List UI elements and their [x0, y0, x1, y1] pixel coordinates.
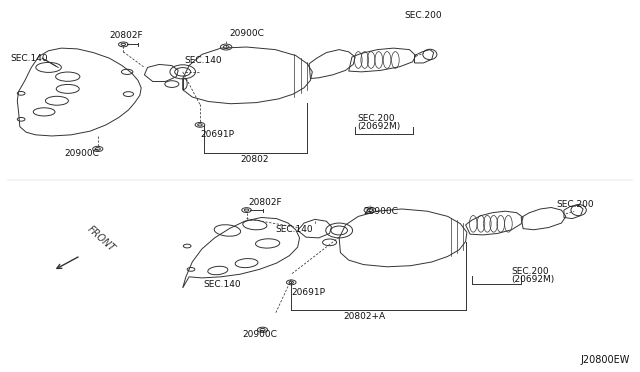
Text: SEC.140: SEC.140	[184, 56, 222, 65]
Text: 20802: 20802	[240, 155, 269, 164]
Text: 20900C: 20900C	[242, 330, 277, 340]
Text: SEC.200: SEC.200	[357, 114, 395, 123]
Text: (20692M): (20692M)	[511, 275, 555, 284]
Text: SEC.140: SEC.140	[275, 225, 313, 234]
Text: 20900C: 20900C	[229, 29, 264, 38]
Text: (20692M): (20692M)	[357, 122, 400, 131]
Text: 20900C: 20900C	[65, 149, 99, 158]
Text: SEC.200: SEC.200	[404, 11, 442, 20]
Text: SEC.200: SEC.200	[556, 200, 594, 209]
Text: 20802F: 20802F	[109, 31, 143, 41]
Text: 20691P: 20691P	[291, 288, 325, 297]
Text: 20802F: 20802F	[248, 198, 282, 207]
Text: 20691P: 20691P	[200, 129, 234, 139]
Text: FRONT: FRONT	[86, 224, 117, 253]
Text: J20800EW: J20800EW	[580, 355, 630, 365]
Text: SEC.140: SEC.140	[10, 54, 48, 62]
Text: 20802+A: 20802+A	[344, 312, 386, 321]
Text: 20900C: 20900C	[364, 207, 398, 216]
Text: SEC.200: SEC.200	[511, 267, 549, 276]
Text: SEC.140: SEC.140	[204, 280, 241, 289]
